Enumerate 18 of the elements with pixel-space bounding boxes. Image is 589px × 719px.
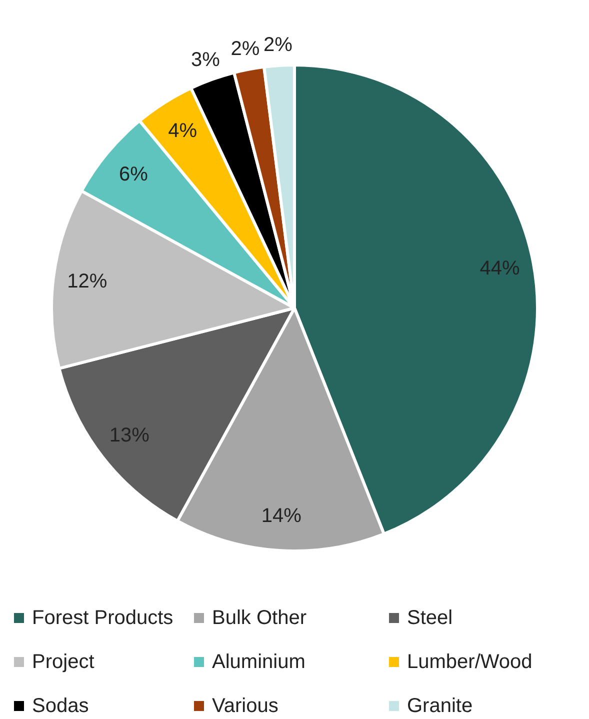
legend-label: Sodas (32, 694, 89, 718)
data-label: 13% (109, 424, 150, 447)
data-label: 3% (190, 49, 220, 72)
data-label: 6% (119, 163, 148, 186)
legend-label: Project (32, 650, 94, 674)
data-label: 12% (67, 270, 108, 292)
legend-label: Aluminium (212, 650, 306, 674)
data-label: 44% (480, 257, 520, 280)
data-label: 2% (230, 38, 260, 60)
legend-label: Bulk Other (212, 606, 306, 630)
legend-label: Granite (407, 694, 473, 718)
legend-label: Forest Products (32, 606, 174, 630)
data-label: 4% (168, 120, 198, 142)
data-label: 14% (261, 505, 302, 528)
data-label: 2% (264, 34, 293, 56)
legend-label: Steel (407, 606, 453, 630)
legend-label: Lumber/Wood (407, 650, 532, 674)
legend-label: Various (212, 694, 278, 718)
